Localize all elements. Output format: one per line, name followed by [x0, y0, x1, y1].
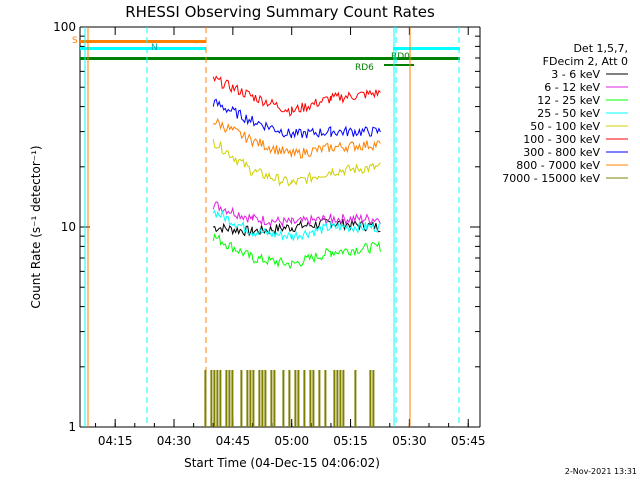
x-axis-label: Start Time (04-Dec-15 04:06:02)	[184, 456, 380, 470]
series-line-12-25keV	[212, 232, 381, 270]
x-tick-label: 05:15	[333, 434, 368, 448]
state-bar-s	[80, 40, 206, 43]
y-tick-label: 1	[68, 420, 76, 434]
legend-entry: 800 - 7000 keV	[516, 159, 600, 172]
series-line-800-7000keV	[212, 117, 381, 159]
vertical-markers	[84, 27, 460, 427]
footer-stamp: 2-Nov-2021 13:31	[565, 467, 637, 476]
chart-title: RHESSI Observing Summary Count Rates	[125, 3, 435, 21]
y-tick-label: 100	[53, 20, 76, 34]
x-tick-label: 04:30	[157, 434, 192, 448]
x-tick-label: 05:00	[274, 434, 309, 448]
annotation-rd0: RD0	[391, 52, 410, 62]
state-bar-rd0	[393, 47, 460, 50]
series-line-300-800keV	[212, 98, 381, 139]
legend-entry: 50 - 100 keV	[530, 120, 600, 133]
legend-header: FDecim 2, Att 0	[543, 55, 628, 68]
state-bar-n	[80, 47, 206, 50]
legend-entry: 25 - 50 keV	[537, 107, 600, 120]
annotation-n: N	[151, 43, 158, 53]
series-layer	[204, 75, 381, 427]
x-tick-label: 05:30	[392, 434, 427, 448]
legend-header: Det 1,5,7,	[573, 42, 628, 55]
y-axis-label: Count Rate (s⁻¹ detector⁻¹)	[29, 145, 43, 308]
legend-entry: 3 - 6 keV	[551, 68, 600, 81]
legend-entry: 12 - 25 keV	[537, 94, 600, 107]
annotation-s: S	[72, 36, 78, 46]
series-line-3-6keV	[213, 218, 381, 237]
series-line-6-12keV	[212, 201, 381, 228]
state-bars: S N RD6 RD0	[72, 36, 460, 73]
x-axis: 04:15 04:30 04:45 05:00 05:15 05:30 05:45	[95, 27, 486, 448]
state-bar-rd6-short	[384, 64, 414, 66]
legend-entry: 300 - 800 keV	[523, 146, 600, 159]
y-tick-label: 10	[61, 220, 76, 234]
series-line-25-50keV	[212, 209, 381, 242]
annotation-rd6: RD6	[355, 63, 374, 73]
x-tick-label: 05:45	[451, 434, 486, 448]
series-line-50-100keV	[212, 139, 381, 187]
x-tick-label: 04:15	[98, 434, 133, 448]
legend-entry: 7000 - 15000 keV	[502, 172, 600, 185]
state-bar-rd6	[80, 57, 460, 60]
series-line-100-300keV	[212, 75, 381, 117]
legend-entry: 100 - 300 keV	[523, 133, 600, 146]
x-tick-label: 04:45	[216, 434, 251, 448]
y-axis: 1 10 100	[53, 20, 480, 434]
legend-entry: 6 - 12 keV	[544, 81, 600, 94]
